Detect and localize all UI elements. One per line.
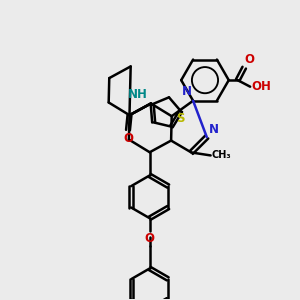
Text: NH: NH [128, 88, 147, 101]
Text: O: O [123, 132, 133, 146]
Text: O: O [145, 232, 155, 245]
Text: O: O [245, 53, 255, 67]
Text: CH₃: CH₃ [212, 150, 231, 161]
Text: N: N [182, 85, 192, 98]
Text: OH: OH [251, 80, 271, 93]
Text: S: S [177, 112, 185, 125]
Text: N: N [209, 122, 219, 136]
